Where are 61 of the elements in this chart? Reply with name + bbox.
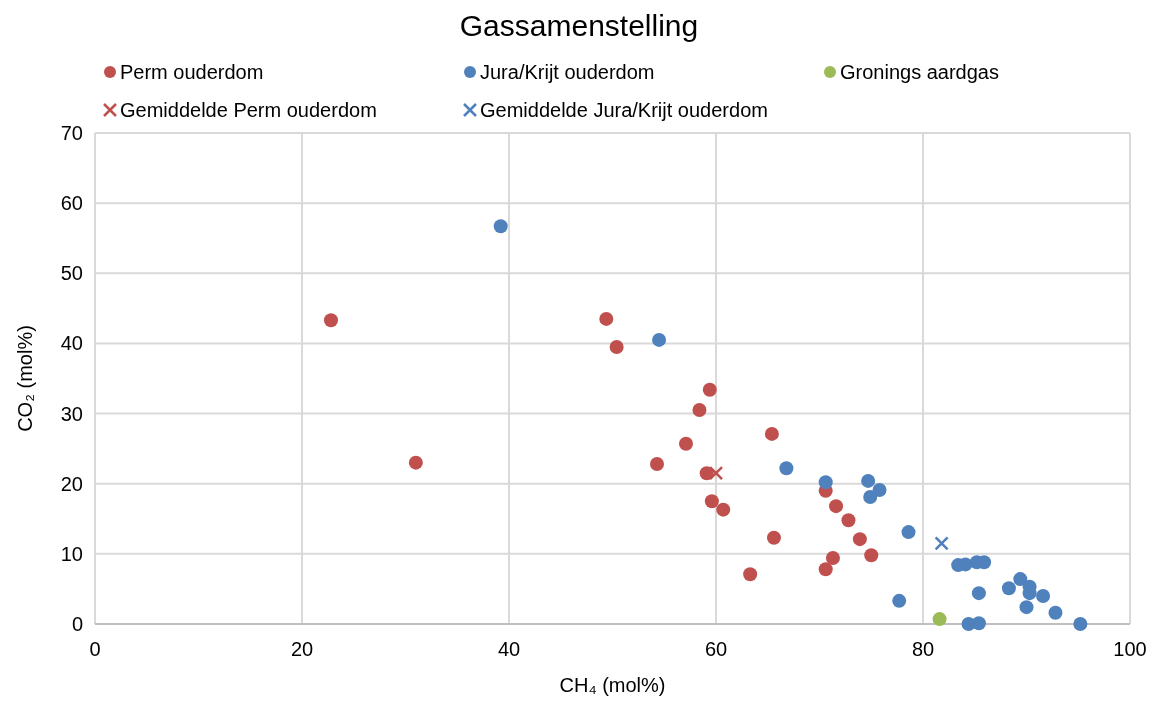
point bbox=[818, 562, 833, 577]
point bbox=[743, 567, 758, 582]
y-tick-label: 0 bbox=[71, 613, 83, 635]
point bbox=[708, 465, 724, 481]
point bbox=[825, 551, 840, 566]
x-tick-label: 80 bbox=[911, 638, 935, 660]
point bbox=[892, 593, 907, 608]
y-tick-label: 30 bbox=[60, 402, 83, 425]
point bbox=[1013, 572, 1028, 587]
y-axis-title: CO₂ (mol%) bbox=[14, 325, 36, 432]
y-tick-label: 40 bbox=[60, 332, 83, 355]
legend-label: Gemiddelde Jura/Krijt ouderdom bbox=[480, 99, 768, 121]
point bbox=[934, 536, 949, 551]
point bbox=[818, 475, 833, 490]
point bbox=[901, 525, 916, 540]
point bbox=[599, 311, 614, 326]
point bbox=[1048, 605, 1063, 620]
legend-label: Perm ouderdom bbox=[120, 61, 264, 83]
point bbox=[971, 586, 986, 601]
point bbox=[872, 483, 887, 498]
point bbox=[932, 612, 947, 627]
point bbox=[609, 339, 624, 354]
point bbox=[861, 473, 876, 488]
x-tick-label: 60 bbox=[704, 638, 728, 660]
point bbox=[841, 513, 856, 528]
point bbox=[852, 532, 867, 547]
point bbox=[493, 219, 508, 234]
y-tick-label: 10 bbox=[60, 542, 83, 565]
point bbox=[1001, 581, 1016, 596]
point bbox=[1073, 617, 1088, 631]
chart-title: Gassamenstelling bbox=[459, 9, 699, 42]
point bbox=[652, 332, 667, 347]
point bbox=[766, 530, 781, 545]
x-axis-title: CH₄ (mol%) bbox=[559, 674, 666, 696]
point bbox=[704, 494, 719, 509]
point bbox=[678, 436, 693, 451]
point bbox=[650, 457, 665, 472]
point bbox=[1019, 600, 1034, 615]
legend-label: Jura/Krijt ouderdom bbox=[480, 61, 655, 83]
y-tick-label: 60 bbox=[60, 192, 83, 215]
point bbox=[716, 502, 731, 517]
x-tick-label: 0 bbox=[89, 638, 101, 660]
point bbox=[1036, 588, 1051, 603]
y-tick-label: 70 bbox=[60, 122, 83, 144]
y-tick-label: 20 bbox=[60, 472, 83, 495]
point bbox=[863, 490, 878, 505]
legend-label: Gemiddelde Perm ouderdom bbox=[120, 99, 377, 121]
legend-label: Gronings aardgas bbox=[840, 61, 999, 83]
point bbox=[408, 455, 423, 470]
point bbox=[702, 382, 717, 397]
point bbox=[764, 426, 779, 441]
point bbox=[864, 548, 879, 563]
point bbox=[779, 461, 794, 476]
x-tick-label: 40 bbox=[497, 638, 521, 660]
point bbox=[971, 616, 986, 631]
point bbox=[829, 499, 844, 514]
point bbox=[692, 403, 707, 418]
y-tick-label: 50 bbox=[60, 262, 83, 285]
x-tick-label: 20 bbox=[290, 638, 314, 660]
point bbox=[323, 313, 338, 328]
x-tick-label: 100 bbox=[1113, 638, 1147, 660]
